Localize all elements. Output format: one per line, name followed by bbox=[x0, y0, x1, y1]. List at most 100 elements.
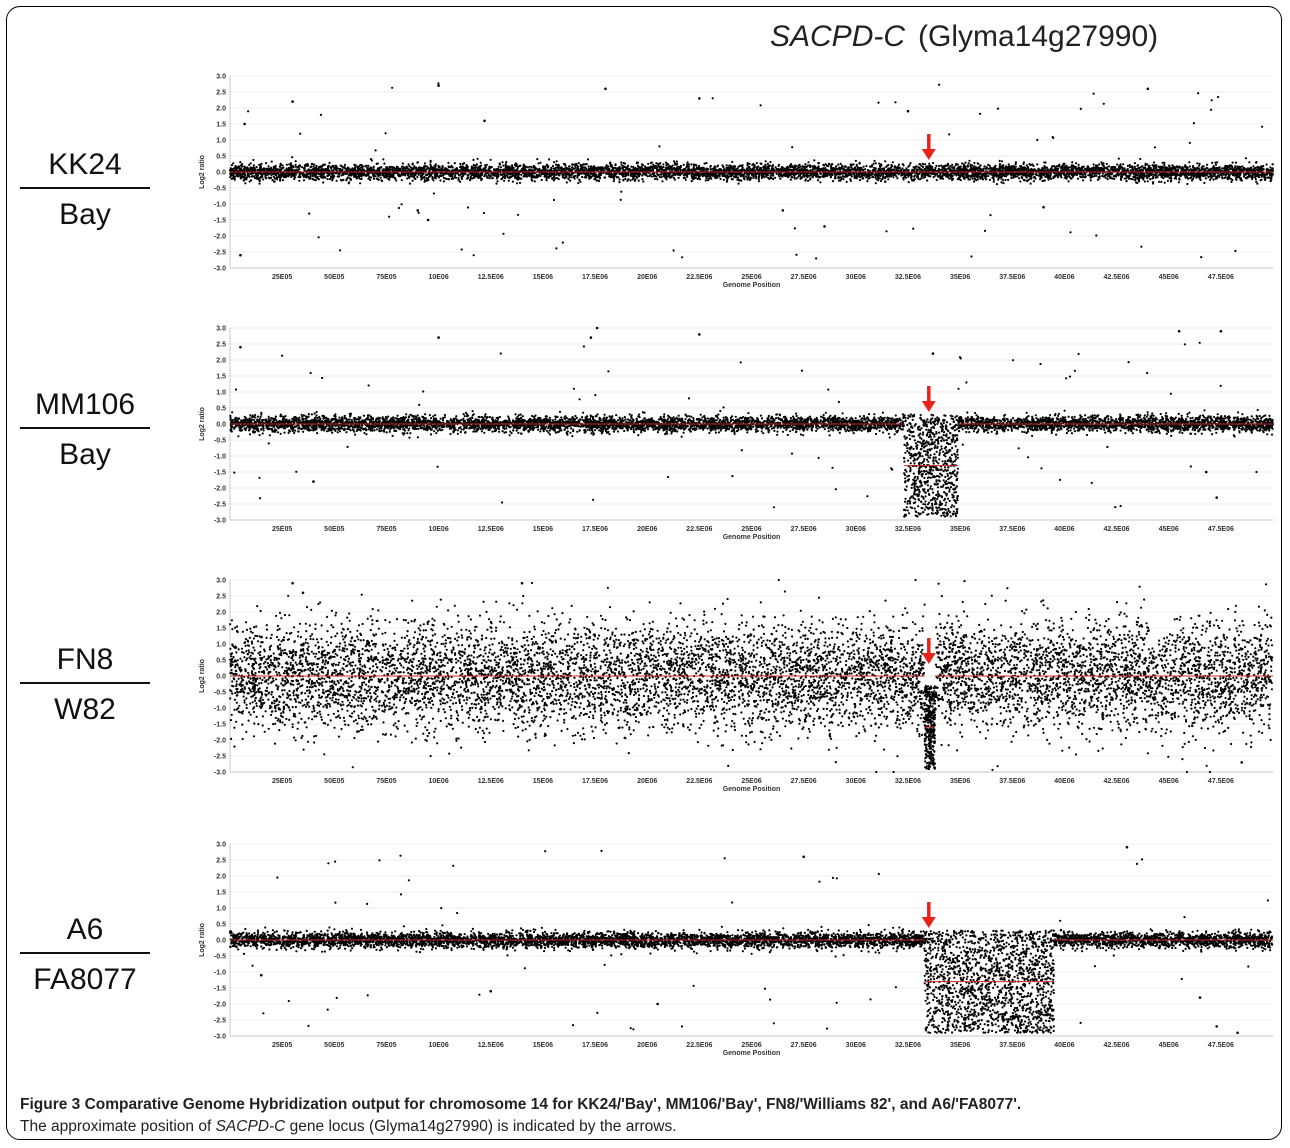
data-point bbox=[803, 166, 806, 169]
data-point bbox=[926, 179, 929, 182]
data-point bbox=[619, 198, 622, 201]
data-point bbox=[892, 176, 895, 179]
data-point bbox=[996, 174, 999, 177]
data-point bbox=[1157, 174, 1160, 177]
data-point bbox=[954, 172, 957, 175]
data-point bbox=[1134, 174, 1137, 178]
data-point bbox=[1267, 176, 1271, 179]
data-point bbox=[248, 163, 251, 166]
data-point bbox=[298, 164, 302, 167]
gene-name: SACPD-C bbox=[770, 20, 905, 54]
data-point bbox=[306, 164, 309, 167]
data-point bbox=[1210, 99, 1213, 102]
data-point bbox=[777, 164, 780, 168]
data-point bbox=[811, 176, 814, 179]
data-point bbox=[1094, 164, 1098, 167]
data-point bbox=[1102, 102, 1105, 105]
data-point bbox=[1098, 163, 1101, 166]
data-point bbox=[690, 174, 693, 177]
data-point bbox=[692, 163, 695, 166]
data-point bbox=[469, 172, 472, 175]
data-point bbox=[526, 166, 529, 169]
data-point bbox=[1140, 165, 1143, 168]
data-point bbox=[501, 161, 504, 164]
data-point bbox=[855, 177, 858, 180]
data-point bbox=[960, 172, 963, 175]
data-point bbox=[577, 182, 580, 185]
data-point bbox=[887, 163, 890, 167]
data-point bbox=[321, 176, 324, 179]
data-point bbox=[289, 162, 293, 165]
data-point bbox=[805, 175, 809, 178]
y-axis-label: Log2 ratio bbox=[199, 155, 206, 189]
data-point bbox=[1198, 164, 1201, 167]
data-point bbox=[551, 164, 555, 168]
data-point bbox=[311, 168, 314, 171]
data-point bbox=[264, 176, 267, 179]
data-point bbox=[372, 177, 376, 180]
data-point bbox=[1019, 180, 1022, 183]
data-point bbox=[620, 161, 623, 164]
data-point bbox=[648, 174, 651, 177]
data-point bbox=[383, 162, 386, 165]
data-point bbox=[1160, 180, 1163, 183]
data-point bbox=[429, 164, 432, 167]
data-point bbox=[431, 177, 434, 180]
data-point bbox=[658, 145, 661, 148]
data-point bbox=[1224, 164, 1227, 168]
y-tick-label: -0.5 bbox=[214, 186, 226, 193]
data-point bbox=[276, 178, 279, 181]
y-tick-label: -2.0 bbox=[214, 234, 226, 241]
data-point bbox=[1092, 92, 1095, 95]
y-tick-label: -2.5 bbox=[214, 250, 226, 257]
data-point bbox=[866, 180, 869, 183]
data-point bbox=[1105, 162, 1108, 165]
data-point bbox=[661, 180, 664, 183]
data-point bbox=[384, 132, 387, 135]
data-point bbox=[646, 175, 649, 178]
data-point bbox=[354, 164, 357, 167]
data-point bbox=[1211, 161, 1214, 164]
data-point bbox=[1266, 167, 1269, 170]
data-point bbox=[1101, 172, 1104, 175]
data-point bbox=[1056, 175, 1059, 178]
data-point bbox=[725, 164, 728, 167]
data-point bbox=[1227, 172, 1230, 175]
data-point bbox=[250, 179, 253, 182]
data-point bbox=[912, 227, 915, 230]
data-point bbox=[505, 160, 508, 164]
y-tick-label: 1.0 bbox=[216, 138, 226, 145]
data-point bbox=[532, 176, 535, 179]
data-point bbox=[593, 165, 596, 168]
data-point bbox=[457, 174, 461, 177]
data-point bbox=[302, 179, 306, 182]
data-point bbox=[567, 168, 570, 171]
fraction-bar bbox=[20, 952, 150, 954]
data-point bbox=[1025, 164, 1028, 167]
data-point bbox=[416, 161, 420, 164]
gene-locus: (Glyma14g27990) bbox=[918, 20, 1158, 54]
data-point bbox=[873, 159, 876, 162]
data-point bbox=[672, 176, 675, 179]
data-point bbox=[414, 177, 417, 181]
data-point bbox=[1106, 178, 1109, 181]
x-tick-label: 10E06 bbox=[428, 274, 448, 281]
data-point bbox=[862, 177, 865, 180]
data-point bbox=[518, 181, 522, 184]
data-point bbox=[642, 180, 645, 183]
figure-title: SACPD-C (Glyma14g27990) bbox=[0, 20, 1290, 64]
data-point bbox=[759, 104, 762, 107]
data-point bbox=[279, 178, 282, 181]
data-point bbox=[507, 179, 510, 182]
data-point bbox=[244, 174, 247, 177]
data-point bbox=[489, 158, 492, 161]
data-point bbox=[1030, 177, 1033, 180]
x-tick-label: 15E06 bbox=[533, 274, 553, 281]
data-point bbox=[939, 177, 942, 180]
data-point bbox=[884, 180, 887, 183]
data-point bbox=[699, 174, 702, 177]
data-point bbox=[520, 173, 523, 176]
data-point bbox=[584, 174, 587, 177]
data-point bbox=[959, 165, 962, 168]
data-point bbox=[979, 112, 982, 115]
